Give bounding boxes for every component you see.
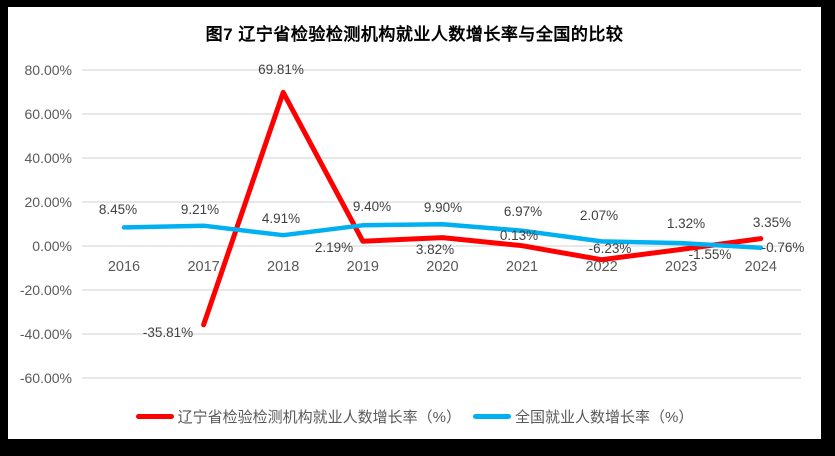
x-axis-tick-label: 2022 (585, 259, 618, 275)
x-axis-tick-label: 2019 (346, 259, 379, 275)
legend-label-liaoning: 辽宁省检验检测机构就业人数增长率（%） (177, 408, 461, 426)
data-label-liaoning: 2.19% (314, 240, 354, 255)
data-label-liaoning: -6.23% (588, 241, 632, 256)
y-axis-tick-label: -60.00% (19, 370, 72, 386)
data-label-national: 2.07% (579, 208, 619, 223)
y-axis-tick-label: 80.00% (24, 62, 72, 78)
legend-line-marker-liaoning (135, 413, 174, 419)
legend-label-national: 全国就业人数增长率（%） (515, 408, 694, 426)
legend-item-national[interactable]: 全国就业人数增长率（%） (473, 406, 693, 427)
legend: 辽宁省检验检测机构就业人数增长率（%） 全国就业人数增长率（%） (8, 403, 821, 429)
legend-item-liaoning[interactable]: 辽宁省检验检测机构就业人数增长率（%） (135, 406, 461, 427)
x-axis-tick-label: 2020 (426, 259, 459, 275)
y-axis-tick-label: 40.00% (24, 150, 72, 166)
data-label-liaoning: 3.35% (752, 215, 792, 230)
chart-title: 图7 辽宁省检验检测机构就业人数增长率与全国的比较 (205, 25, 624, 44)
x-axis-tick-label: 2017 (187, 259, 220, 275)
data-label-liaoning: 69.81% (258, 62, 304, 77)
data-label-national: 6.97% (503, 204, 543, 219)
chart-plot-area (82, 69, 801, 379)
y-axis-tick-label: 0.00% (32, 238, 72, 254)
data-label-liaoning: 3.82% (415, 242, 455, 257)
data-label-national: -0.76% (761, 240, 805, 255)
data-label-liaoning: -35.81% (142, 325, 194, 340)
x-axis-tick-label: 2016 (107, 259, 141, 275)
liaoning-series-line[interactable] (201, 89, 764, 328)
x-axis-tick-label: 2023 (665, 259, 698, 275)
data-label-national: 9.90% (423, 200, 463, 215)
legend-line-marker-national (473, 413, 511, 419)
data-label-liaoning: 0.13% (499, 228, 539, 243)
data-label-national: 1.32% (666, 216, 706, 231)
data-label-national: 4.91% (261, 211, 301, 226)
data-label-national: 8.45% (98, 202, 138, 217)
y-axis-tick-label: -20.00% (19, 282, 72, 298)
data-label-national: 9.21% (180, 202, 220, 217)
x-axis-tick-label: 2024 (744, 259, 777, 275)
national-series-line[interactable] (121, 221, 764, 250)
data-label-national: 9.40% (352, 199, 392, 214)
y-axis-tick-label: -40.00% (19, 326, 72, 342)
x-axis-tick-label: 2018 (267, 259, 300, 275)
y-axis-tick-label: 20.00% (24, 194, 72, 210)
x-axis-tick-label: 2021 (505, 259, 539, 275)
y-axis-tick-label: 60.00% (24, 106, 72, 122)
data-label-liaoning: -1.55% (688, 247, 732, 262)
